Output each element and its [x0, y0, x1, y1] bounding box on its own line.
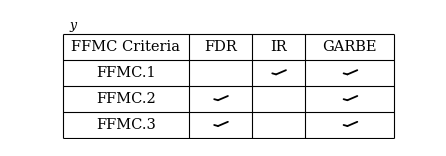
Text: FFMC.3: FFMC.3	[96, 118, 156, 132]
Text: FFMC Criteria: FFMC Criteria	[71, 40, 180, 54]
Text: FDR: FDR	[204, 40, 237, 54]
Text: FFMC.1: FFMC.1	[96, 66, 156, 80]
Text: GARBE: GARBE	[322, 40, 377, 54]
Text: FFMC.2: FFMC.2	[96, 92, 156, 106]
Text: IR: IR	[270, 40, 287, 54]
Text: y: y	[70, 19, 77, 32]
